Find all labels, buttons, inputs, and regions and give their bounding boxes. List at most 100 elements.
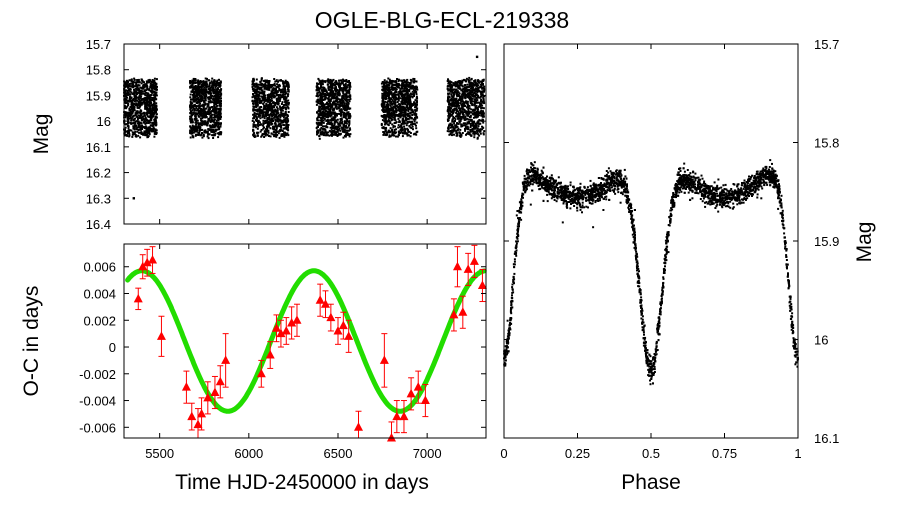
light-curve-point	[390, 101, 393, 103]
light-curve-point	[255, 116, 258, 119]
light-curve-point	[335, 104, 338, 107]
light-curve-point	[152, 99, 155, 102]
light-curve-point	[416, 107, 419, 110]
light-curve-point	[394, 84, 397, 86]
light-curve-point	[326, 126, 329, 129]
light-curve-point	[344, 112, 347, 115]
light-curve-point	[200, 92, 203, 95]
light-curve-point	[390, 117, 393, 120]
light-curve-point	[413, 120, 416, 123]
light-curve-point	[258, 112, 261, 115]
light-curve-point	[385, 131, 388, 134]
light-curve-point	[213, 109, 216, 112]
light-curve-point	[479, 130, 482, 133]
light-curve-point	[151, 128, 154, 131]
light-curve-point	[396, 97, 399, 100]
light-curve-point	[277, 102, 280, 105]
light-curve-point	[335, 96, 338, 99]
light-curve-point	[277, 94, 280, 96]
light-curve-point	[329, 126, 332, 129]
light-curve-point	[255, 126, 258, 129]
light-curve-point	[398, 115, 401, 118]
light-curve-point	[253, 136, 256, 138]
light-curve-point	[396, 78, 398, 80]
light-curve-point	[348, 90, 351, 93]
light-curve-point	[341, 96, 344, 99]
light-curve-point	[216, 114, 219, 117]
light-curve-point	[259, 130, 262, 133]
light-curve-point	[192, 86, 195, 89]
light-curve-point	[219, 81, 222, 84]
light-curve-point	[195, 99, 198, 102]
light-curve-point	[475, 85, 478, 88]
light-curve-point	[449, 86, 452, 89]
light-curve-point	[278, 93, 281, 96]
light-curve-point	[464, 101, 467, 104]
light-curve-point	[138, 106, 141, 109]
light-curve-point	[256, 101, 259, 103]
light-curve-point	[470, 119, 472, 122]
light-curve-point	[411, 84, 414, 87]
light-curve-point	[154, 86, 157, 89]
light-curve-point	[336, 82, 339, 85]
light-curve-point	[342, 94, 345, 97]
light-curve-point	[138, 84, 141, 87]
light-curve-point	[415, 85, 418, 88]
light-curve-point	[403, 84, 406, 87]
light-curve-point	[318, 81, 321, 84]
light-curve-point	[406, 127, 409, 130]
chart-title: OGLE-BLG-ECL-219338	[315, 7, 569, 33]
light-curve-point	[394, 101, 397, 104]
light-curve-point	[258, 124, 261, 126]
light-curve-point	[269, 119, 272, 122]
light-curve-point	[262, 123, 265, 126]
light-curve-point	[145, 94, 148, 97]
light-curve-point	[195, 133, 197, 136]
light-curve-point	[450, 124, 453, 126]
light-curve-point	[191, 121, 194, 124]
light-curve-point	[145, 122, 148, 125]
light-curve-point	[391, 128, 394, 131]
light-curve-point	[276, 101, 278, 104]
light-curve-point	[399, 92, 402, 95]
light-curve-point	[193, 92, 196, 95]
light-curve-point	[348, 88, 351, 91]
light-curve-point	[332, 101, 335, 104]
light-curve-point	[190, 98, 192, 101]
light-curve-point	[450, 131, 453, 134]
light-curve-point	[209, 106, 211, 109]
light-curve-point	[413, 78, 416, 80]
light-curve-point	[199, 105, 202, 108]
light-curve-point	[137, 122, 140, 125]
light-curve-point	[282, 96, 285, 98]
light-curve-point	[130, 104, 133, 107]
light-curve-point	[262, 114, 265, 117]
light-curve-point	[321, 83, 324, 85]
light-curve-point	[394, 99, 397, 102]
light-curve-point	[338, 87, 341, 90]
light-curve-point	[280, 94, 283, 97]
light-curve-point	[345, 86, 348, 89]
light-curve-point	[396, 106, 399, 109]
light-curve-point	[287, 111, 290, 113]
light-curve-point	[268, 115, 271, 117]
light-curve-point	[343, 125, 346, 128]
light-curve-point	[139, 126, 142, 129]
light-curve-point	[338, 79, 341, 82]
light-curve-point	[194, 85, 197, 88]
light-curve-point	[194, 99, 196, 101]
light-curve-point	[404, 112, 407, 115]
light-curve-point	[131, 135, 134, 138]
light-curve-point	[341, 130, 344, 133]
light-curve-point	[252, 117, 255, 120]
light-curve-point	[219, 125, 222, 128]
light-curve-point	[202, 82, 205, 84]
light-curve-point	[394, 110, 397, 113]
light-curve-point	[398, 130, 401, 133]
light-curve-point	[270, 110, 273, 113]
light-curve-point	[397, 133, 400, 136]
light-curve-point	[262, 122, 265, 125]
light-curve-point	[266, 119, 269, 121]
light-curve-point	[392, 126, 395, 129]
light-curve-point	[339, 118, 342, 120]
